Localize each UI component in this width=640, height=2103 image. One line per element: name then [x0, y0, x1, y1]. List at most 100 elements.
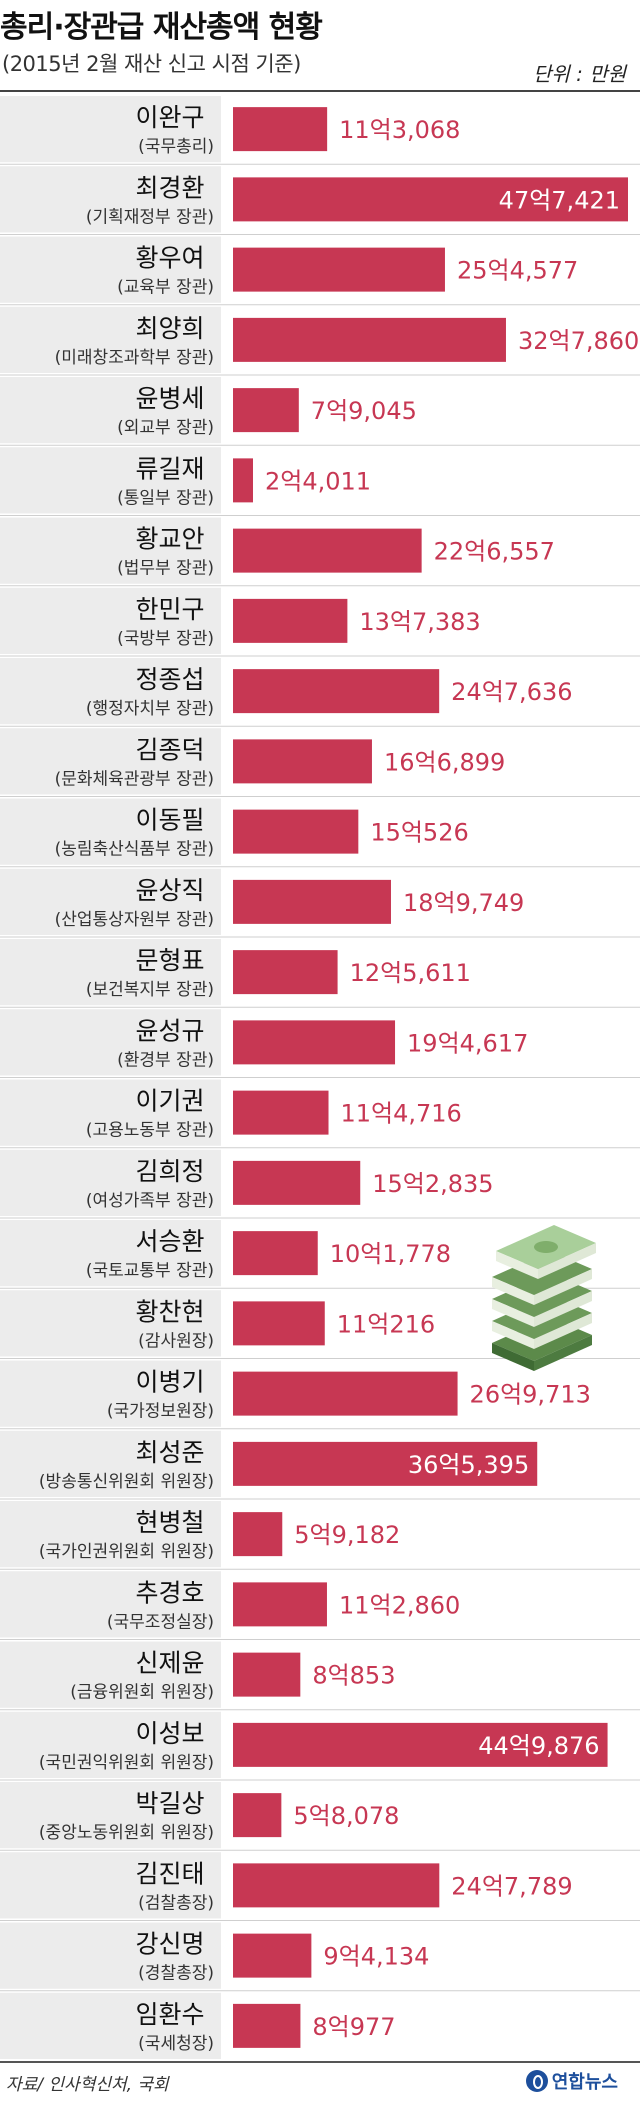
bar — [233, 598, 348, 643]
chart-row: 현병철 (국가인권위원회 위원장) 5억9,182 — [0, 1498, 640, 1568]
bottom-divider — [0, 2061, 640, 2063]
bar — [233, 950, 338, 995]
data-label: 18억9,749 — [403, 889, 524, 917]
row-label-panel — [0, 1711, 221, 1778]
category-role-label: (국가정보원장) — [107, 1402, 214, 1422]
category-label: 정종섭 — [135, 665, 204, 694]
chart-row: 추경호 (국무조정실장) 11억2,860 — [0, 1568, 640, 1638]
chart-row: 서승환 (국토교통부 장관) 10억1,778 — [0, 1217, 640, 1287]
category-label: 신제윤 — [135, 1649, 204, 1678]
category-role-label: (외교부 장관) — [117, 418, 214, 438]
row-label-panel — [0, 447, 221, 514]
chart-row: 황찬현 (감사원장) 11억216 — [0, 1287, 640, 1357]
row-label-panel — [0, 1571, 221, 1638]
category-label: 한민구 — [135, 595, 204, 624]
bar — [233, 1863, 440, 1908]
row-label-panel — [0, 868, 221, 935]
category-label: 최양희 — [135, 314, 204, 343]
category-label: 황찬현 — [135, 1297, 204, 1326]
category-role-label: (고용노동부 장관) — [86, 1121, 214, 1141]
chart-row: 이완구 (국무총리) 11억3,068 — [0, 96, 460, 163]
bar — [233, 669, 440, 714]
category-label: 서승환 — [135, 1227, 204, 1256]
bar — [233, 1512, 283, 1557]
row-label-panel — [0, 1992, 221, 2059]
chart-row: 김종덕 (문화체육관광부 장관) 16억6,899 — [0, 725, 640, 795]
category-role-label: (국무조정실장) — [107, 1612, 214, 1632]
data-label: 25억4,577 — [457, 257, 578, 285]
category-label: 윤상직 — [135, 876, 204, 905]
chart-row: 김진태 (검찰총장) 24억7,789 — [0, 1849, 640, 1919]
chart-row: 강신명 (경찰총장) 9억4,134 — [0, 1920, 640, 1989]
bar — [233, 1301, 325, 1346]
data-label: 11억2,860 — [339, 1591, 460, 1619]
bar — [233, 528, 422, 573]
logo-text: 연합뉴스 — [551, 2072, 618, 2093]
bar — [233, 1933, 312, 1978]
data-label: 8억853 — [312, 1662, 395, 1690]
chart-row: 정종섭 (행정자치부 장관) 24억7,636 — [0, 655, 640, 725]
chart-subtitle: (2015년 2월 재산 신고 시점 기준) — [2, 52, 301, 76]
chart-row: 윤상직 (산업통상자원부 장관) 18억9,749 — [0, 866, 640, 935]
data-label: 8억977 — [312, 2013, 395, 2041]
bar — [233, 1160, 361, 1205]
category-role-label: (금융위원회 위원장) — [70, 1683, 214, 1703]
bar — [233, 1090, 329, 1135]
row-label-panel — [0, 377, 221, 444]
row-label-panel — [0, 1009, 221, 1076]
row-label-panel — [0, 1079, 221, 1146]
category-role-label: (중앙노동위원회 위원장) — [39, 1823, 214, 1843]
row-label-panel — [0, 306, 221, 373]
row-label-panel — [0, 1360, 221, 1427]
yonhap-logo-icon — [525, 2070, 548, 2092]
data-label: 47억7,421 — [499, 186, 620, 214]
row-label-panel — [0, 166, 221, 233]
category-label: 이동필 — [135, 806, 204, 835]
bar — [233, 1371, 458, 1416]
chart-row: 최양희 (미래창조과학부 장관) 32억7,860 — [0, 304, 640, 373]
data-label: 5억8,078 — [293, 1802, 399, 1830]
category-label: 박길상 — [135, 1789, 204, 1818]
row-label-panel — [0, 1290, 221, 1357]
data-label: 16억6,899 — [384, 748, 505, 776]
category-label: 추경호 — [135, 1578, 204, 1607]
category-role-label: (방송통신위원회 위원장) — [39, 1472, 214, 1492]
data-label: 24억7,789 — [451, 1872, 572, 1900]
bar — [233, 1020, 396, 1065]
category-role-label: (국방부 장관) — [117, 629, 214, 649]
chart-row: 류길재 (통일부 장관) 2억4,011 — [0, 444, 640, 514]
category-label: 문형표 — [135, 946, 204, 975]
agency-logo: 연합뉴스 — [525, 2068, 618, 2094]
row-label-panel — [0, 1922, 221, 1989]
data-label: 13억7,383 — [359, 608, 480, 636]
bar — [233, 458, 253, 503]
data-label: 15억526 — [370, 819, 468, 847]
bar — [233, 247, 445, 292]
category-label: 황우여 — [135, 244, 204, 273]
bar — [233, 107, 328, 152]
category-label: 이성보 — [135, 1719, 204, 1748]
chart-row: 윤성규 (환경부 장관) 19억4,617 — [0, 1006, 640, 1076]
category-role-label: (산업통상자원부 장관) — [55, 910, 214, 930]
data-label: 44억9,876 — [478, 1732, 599, 1760]
chart-row: 최경환 (기획재정부 장관) 47억7,421 — [0, 163, 640, 233]
chart-row: 임환수 (국세청장) 8억977 — [0, 1990, 640, 2059]
category-role-label: (국무총리) — [138, 137, 214, 157]
category-role-label: (여성가족부 장관) — [86, 1191, 214, 1211]
data-label: 19억4,617 — [407, 1029, 528, 1057]
data-label: 5억9,182 — [294, 1521, 400, 1549]
row-label-panel — [0, 587, 221, 654]
row-label-panel — [0, 1782, 221, 1849]
chart-row: 이동필 (농림축산식품부 장관) 15억526 — [0, 796, 640, 865]
bar — [233, 1441, 538, 1486]
row-label-panel — [0, 728, 221, 795]
category-label: 윤병세 — [135, 384, 204, 413]
category-role-label: (법무부 장관) — [117, 559, 214, 579]
category-label: 최성준 — [135, 1438, 204, 1467]
category-role-label: (국민권익위원회 위원장) — [39, 1753, 214, 1773]
bar — [233, 739, 372, 784]
chart-row: 이병기 (국가정보원장) 26억9,713 — [0, 1358, 640, 1427]
category-label: 김종덕 — [135, 735, 204, 764]
chart-row: 윤병세 (외교부 장관) 7억9,045 — [0, 374, 640, 444]
